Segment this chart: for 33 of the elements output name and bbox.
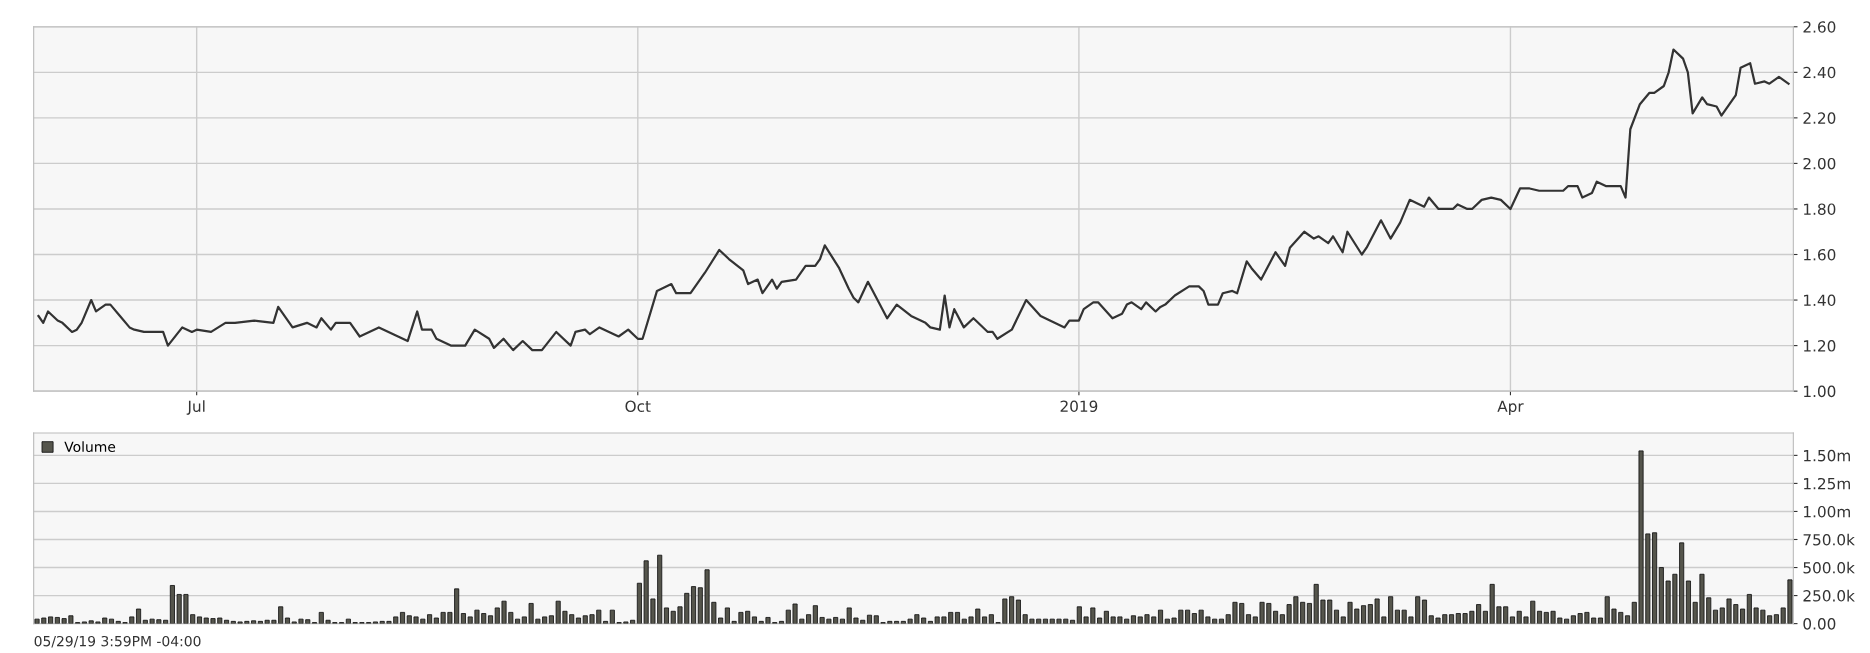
y-tick-label: 1.60 xyxy=(1804,248,1836,261)
y-tick-label: 2.40 xyxy=(1803,66,1836,79)
legend-label: Volume xyxy=(64,441,116,453)
y-tick-label: 500.0k xyxy=(1803,561,1855,574)
y-tick-label: 2.00 xyxy=(1803,157,1836,170)
y-tick-label: 2.20 xyxy=(1803,112,1836,124)
x-tick-label: 2019 xyxy=(1060,400,1098,412)
y-tick-label: 0.00 xyxy=(1803,618,1836,630)
bar xyxy=(1333,609,1340,624)
x-tick-label: Oct xyxy=(625,400,651,412)
y-tick-label: 250.0k xyxy=(1803,589,1855,602)
text: 05/29/19 3:59PM -04:00 xyxy=(34,635,201,648)
line-series xyxy=(37,48,1790,352)
y-tick-label: 1.40 xyxy=(1804,294,1836,307)
bar xyxy=(1625,615,1631,624)
bar xyxy=(1712,609,1719,624)
y-tick-label: 750.0k xyxy=(1803,533,1855,546)
y-tick-label: 2.60 xyxy=(1803,21,1836,33)
bar xyxy=(866,614,873,624)
x-tick-label: Apr xyxy=(1497,400,1524,415)
y-tick-label: 1.00 xyxy=(1804,385,1836,398)
y-tick-label: 1.50m xyxy=(1804,449,1850,462)
y-tick-label: 1.25m xyxy=(1804,477,1850,490)
x-tick-label: Jul xyxy=(186,400,205,415)
y-tick-label: 1.20 xyxy=(1804,340,1836,352)
bar xyxy=(954,611,960,624)
bar xyxy=(108,618,115,624)
y-tick-label: 1.80 xyxy=(1804,203,1836,215)
bar xyxy=(575,617,581,624)
bar xyxy=(487,615,494,624)
y-tick-label: 1.00m xyxy=(1804,505,1850,518)
bar xyxy=(1245,614,1252,624)
bar xyxy=(400,611,406,624)
